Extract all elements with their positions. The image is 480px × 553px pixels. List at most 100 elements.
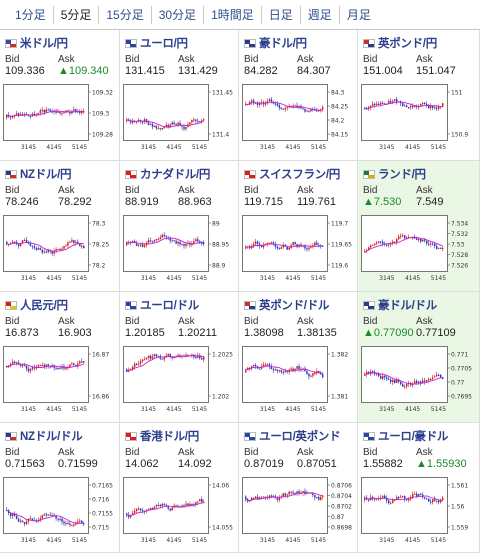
pair-card[interactable]: 人民元/円 Bid Ask 16.873 16.903 16.87 16.86 3145 414… bbox=[0, 292, 120, 423]
price-chart[interactable]: 0.7165 0.716 0.7155 0.715 3145 4145 5145 bbox=[3, 477, 114, 547]
candle-body bbox=[368, 371, 370, 374]
price-chart[interactable]: 1.561 1.56 1.559 3145 4145 5145 bbox=[361, 477, 473, 547]
candle-body bbox=[442, 248, 444, 250]
pair-card[interactable]: カナダドル/円 Bid Ask 88.919 88.963 89 88.95 88.9 3145… bbox=[120, 161, 239, 292]
ask-label: Ask bbox=[58, 447, 75, 458]
price-chart[interactable]: 131.45 131.4 3145 4145 5145 bbox=[123, 84, 234, 154]
price-chart[interactable]: 0.771 0.7705 0.77 0.7695 3145 4145 5145 bbox=[361, 346, 473, 416]
candle-body bbox=[398, 236, 400, 240]
pair-name: 豪ドル/円 bbox=[259, 38, 307, 50]
pair-card[interactable]: ランド/円 Bid Ask ▲7.530 7.549 7.534 7.532 7.53 7.52… bbox=[358, 161, 480, 292]
candle-body bbox=[414, 493, 416, 495]
price-chart[interactable]: 119.7 119.65 119.6 3145 4145 5145 bbox=[242, 215, 353, 285]
candle-body bbox=[430, 378, 432, 380]
price-chart[interactable]: 0.8706 0.8704 0.8702 0.87 0.8698 3145 4145 5145 bbox=[242, 477, 353, 547]
price-chart[interactable]: 1.382 1.381 3145 4145 5145 bbox=[242, 346, 353, 416]
pair-title-link[interactable]: 英ポンド/ドル bbox=[244, 298, 329, 312]
pair-card[interactable]: 豪ドル/円 Bid Ask 84.282 84.307 84.3 84.25 84.2 84.1… bbox=[239, 30, 358, 161]
moving-average-line bbox=[6, 509, 84, 524]
tab-5[interactable]: 日足 bbox=[262, 5, 301, 24]
candle-body bbox=[302, 108, 304, 110]
candle-body bbox=[442, 377, 444, 379]
pair-card[interactable]: ユーロ/豪ドル Bid Ask 1.55882 ▲1.55930 1.561 1.56 1.5… bbox=[358, 423, 480, 553]
pair-title-link[interactable]: 人民元/円 bbox=[5, 298, 68, 312]
candle-body bbox=[75, 364, 77, 367]
y-tick-label: 7.526 bbox=[451, 263, 468, 270]
pair-title-link[interactable]: 豪ドル/円 bbox=[244, 36, 307, 50]
pair-title-link[interactable]: 米ドル/円 bbox=[5, 36, 68, 50]
candle-body bbox=[59, 111, 61, 114]
bid-value: 119.715 bbox=[244, 196, 283, 208]
tab-2[interactable]: 15分足 bbox=[99, 5, 152, 24]
candle-body bbox=[51, 111, 53, 113]
tab-4[interactable]: 1時間足 bbox=[204, 5, 262, 24]
nz-flag-icon bbox=[5, 431, 17, 441]
pair-card[interactable]: NZドル/ドル Bid Ask 0.71563 0.71599 0.7165 0.716 0.… bbox=[0, 423, 120, 553]
pair-card[interactable]: 豪ドル/ドル Bid Ask ▲0.77090 0.77109 0.771 0.7705 0.… bbox=[358, 292, 480, 423]
pair-card[interactable]: スイスフラン/円 Bid Ask 119.715 119.761 119.7 119.65 1… bbox=[239, 161, 358, 292]
candle-body bbox=[135, 508, 138, 511]
candle-body bbox=[308, 110, 310, 112]
price-chart[interactable]: 89 88.95 88.9 3145 4145 5145 bbox=[123, 215, 234, 285]
pair-title-link[interactable]: 豪ドル/ドル bbox=[363, 298, 437, 312]
candle-body bbox=[129, 369, 132, 371]
price-chart[interactable]: 78.3 78.25 78.2 3145 4145 5145 bbox=[3, 215, 114, 285]
pair-card[interactable]: 香港ドル/円 Bid Ask 14.062 14.092 14.06 14.055 3145 4… bbox=[120, 423, 239, 553]
price-chart[interactable]: 151 150.9 3145 4145 5145 bbox=[361, 84, 473, 154]
pair-title-link[interactable]: スイスフラン/円 bbox=[244, 167, 340, 181]
pair-card[interactable]: 米ドル/円 Bid Ask 109.336 ▲109.340 109.32 109.3 109… bbox=[0, 30, 120, 161]
candle-body bbox=[61, 248, 63, 250]
price-chart[interactable]: 1.2025 1.202 3145 4145 5145 bbox=[123, 346, 234, 416]
pair-title-link[interactable]: ユーロ/英ポンド bbox=[244, 429, 341, 443]
candle-body bbox=[171, 240, 173, 242]
pair-title-link[interactable]: 英ポンド/円 bbox=[363, 36, 437, 50]
x-tick-label: 4145 bbox=[405, 144, 420, 151]
candle-body bbox=[314, 242, 316, 246]
price-chart[interactable]: 109.32 109.3 109.28 3145 4145 5145 bbox=[3, 84, 114, 154]
candle-body bbox=[15, 515, 18, 519]
candle-body bbox=[412, 105, 414, 108]
price-chart[interactable]: 16.87 16.86 3145 4145 5145 bbox=[3, 346, 114, 416]
bid-label: Bid bbox=[244, 54, 259, 65]
candle-body bbox=[45, 109, 47, 113]
pair-title-link[interactable]: NZドル/円 bbox=[5, 167, 72, 181]
candle-body bbox=[27, 368, 30, 372]
pair-name: スイスフラン/円 bbox=[259, 169, 340, 181]
candle-body bbox=[165, 504, 167, 507]
pair-card[interactable]: ユーロ/ドル Bid Ask 1.20185 1.20211 1.2025 1.202 314… bbox=[120, 292, 239, 423]
candle-body bbox=[189, 122, 191, 125]
pair-card[interactable]: NZドル/円 Bid Ask 78.246 78.292 78.3 78.25 78.2 314… bbox=[0, 161, 120, 292]
ask-label: Ask bbox=[58, 316, 75, 327]
pair-card[interactable]: ユーロ/円 Bid Ask 131.415 131.429 131.45 131.4 3145… bbox=[120, 30, 239, 161]
pair-card[interactable]: 英ポンド/ドル Bid Ask 1.38098 1.38135 1.382 1.381 314… bbox=[239, 292, 358, 423]
pair-title-link[interactable]: カナダドル/円 bbox=[125, 167, 210, 181]
price-chart[interactable]: 84.3 84.25 84.2 84.15 3145 4145 5145 bbox=[242, 84, 353, 154]
bid-label: Bid bbox=[125, 316, 140, 327]
candle-body bbox=[290, 491, 292, 493]
tab-1[interactable]: 5分足 bbox=[54, 5, 100, 24]
y-tick-label: 78.2 bbox=[92, 263, 106, 270]
tab-0[interactable]: 1分足 bbox=[8, 5, 54, 24]
price-chart[interactable]: 7.534 7.532 7.53 7.528 7.526 3145 4145 5145 bbox=[361, 215, 473, 285]
pair-title-link[interactable]: ランド/円 bbox=[363, 167, 426, 181]
candle-body bbox=[308, 373, 310, 377]
candle-body bbox=[398, 497, 400, 499]
tab-7[interactable]: 月足 bbox=[346, 7, 371, 22]
candle-body bbox=[191, 503, 193, 505]
pair-title-link[interactable]: ユーロ/ドル bbox=[125, 298, 199, 312]
pair-title-link[interactable]: ユーロ/豪ドル bbox=[363, 429, 448, 443]
candle-body bbox=[7, 244, 10, 246]
ask-value: 88.963 bbox=[178, 196, 212, 208]
candle-body bbox=[155, 504, 158, 507]
pair-title-link[interactable]: ユーロ/円 bbox=[125, 36, 188, 50]
tab-3[interactable]: 30分足 bbox=[152, 5, 205, 24]
y-tick-label: 109.32 bbox=[92, 90, 113, 97]
candle-body bbox=[286, 494, 288, 496]
pair-title-link[interactable]: 香港ドル/円 bbox=[125, 429, 199, 443]
pair-title-link[interactable]: NZドル/ドル bbox=[5, 429, 83, 443]
tab-6[interactable]: 週足 bbox=[301, 5, 340, 24]
pair-card[interactable]: 英ポンド/円 Bid Ask 151.004 151.047 151 150.9 3145 41… bbox=[358, 30, 480, 161]
candle-body bbox=[167, 506, 169, 509]
price-chart[interactable]: 14.06 14.055 3145 4145 5145 bbox=[123, 477, 234, 547]
pair-card[interactable]: ユーロ/英ポンド Bid Ask 0.87019 0.87051 0.8706 0.8704… bbox=[239, 423, 358, 553]
